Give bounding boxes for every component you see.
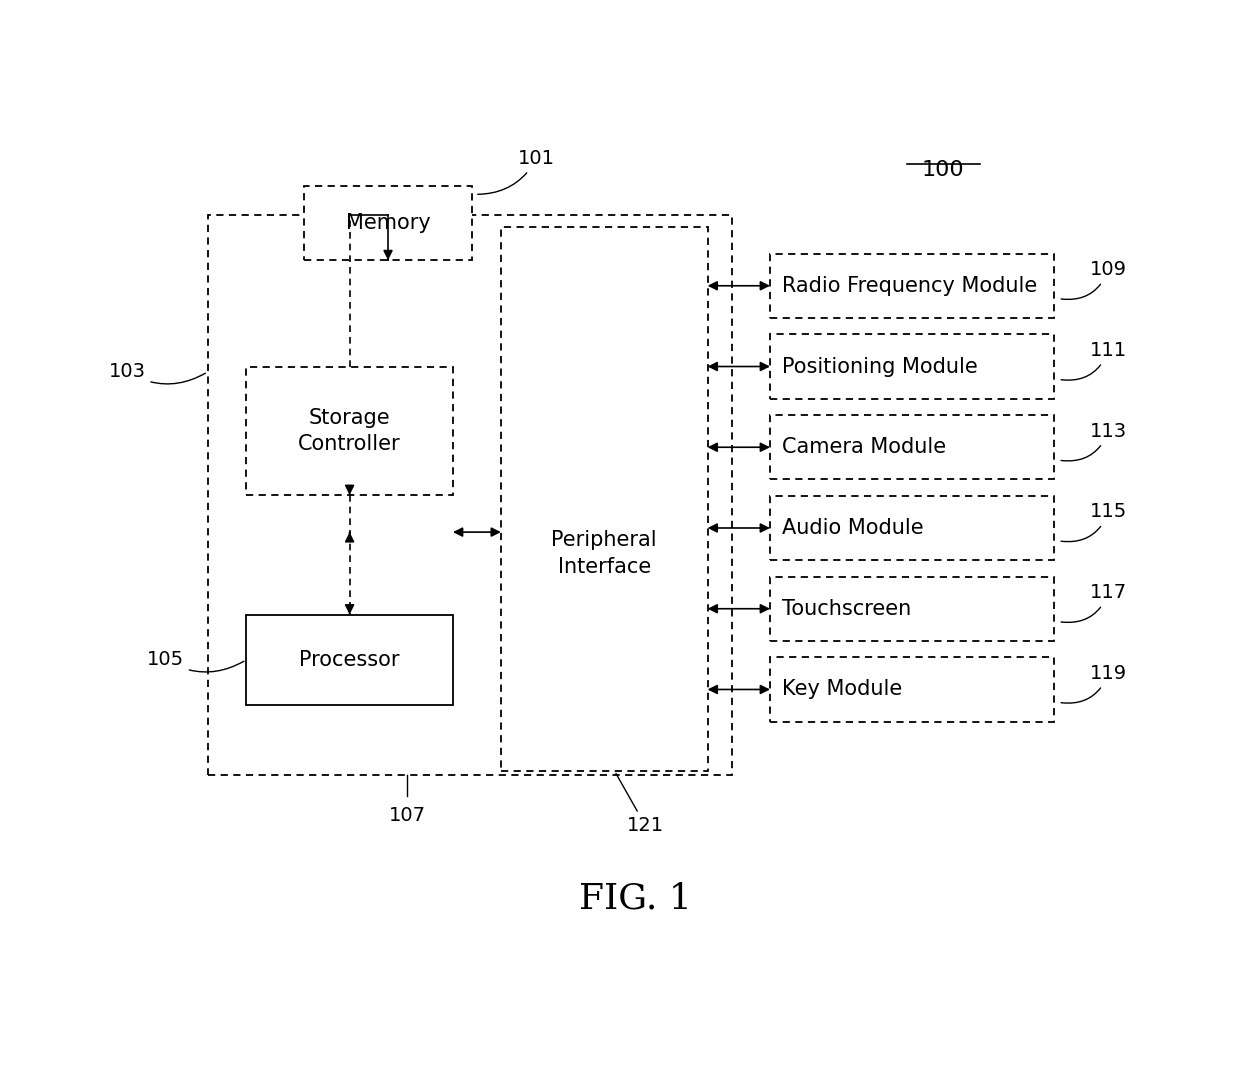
Text: FIG. 1: FIG. 1 bbox=[579, 882, 692, 916]
Text: 107: 107 bbox=[388, 807, 425, 825]
Text: 111: 111 bbox=[1061, 341, 1127, 380]
Text: 121: 121 bbox=[616, 774, 665, 836]
Text: Radio Frequency Module: Radio Frequency Module bbox=[781, 276, 1037, 295]
Text: 117: 117 bbox=[1061, 583, 1127, 623]
Text: 103: 103 bbox=[108, 363, 206, 384]
Text: 109: 109 bbox=[1061, 260, 1127, 300]
Bar bbox=[501, 227, 708, 771]
Text: 101: 101 bbox=[477, 149, 556, 195]
Bar bbox=[770, 334, 1054, 399]
Text: Peripheral
Interface: Peripheral Interface bbox=[552, 531, 657, 577]
Bar bbox=[770, 577, 1054, 641]
Text: Processor: Processor bbox=[299, 649, 399, 670]
Text: Positioning Module: Positioning Module bbox=[781, 356, 977, 377]
Text: Touchscreen: Touchscreen bbox=[781, 599, 911, 618]
Text: Memory: Memory bbox=[346, 213, 430, 233]
Text: 115: 115 bbox=[1061, 503, 1127, 541]
Text: Audio Module: Audio Module bbox=[781, 518, 924, 538]
Bar bbox=[770, 495, 1054, 560]
Bar bbox=[304, 186, 472, 260]
Bar bbox=[770, 415, 1054, 479]
Bar bbox=[770, 254, 1054, 318]
Bar bbox=[247, 367, 453, 495]
Text: 113: 113 bbox=[1061, 422, 1127, 461]
Text: Camera Module: Camera Module bbox=[781, 438, 946, 457]
Text: 105: 105 bbox=[146, 651, 244, 672]
Bar bbox=[208, 215, 732, 775]
Bar bbox=[247, 614, 453, 705]
Text: Key Module: Key Module bbox=[781, 679, 901, 700]
Text: 100: 100 bbox=[921, 159, 965, 180]
Text: 119: 119 bbox=[1061, 663, 1127, 703]
Bar bbox=[770, 657, 1054, 721]
Text: Storage
Controller: Storage Controller bbox=[299, 408, 401, 455]
